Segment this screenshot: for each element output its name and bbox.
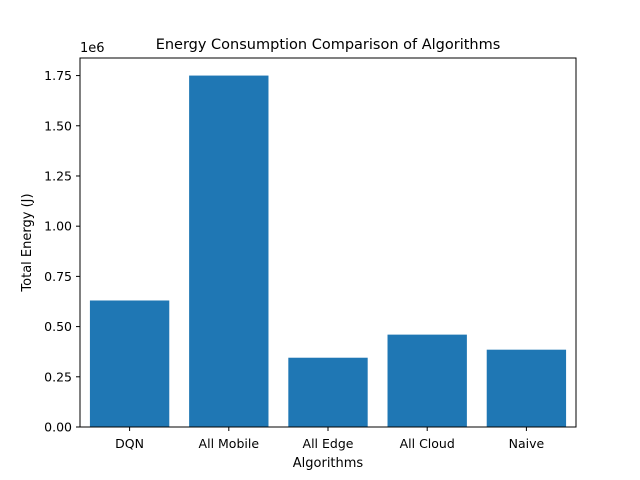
y-tick-label: 0.75 [44, 269, 72, 284]
bar-all-cloud [387, 334, 467, 427]
bar-naive [486, 349, 567, 427]
y-tick-label: 1.75 [44, 68, 72, 83]
y-axis-scale-label: 1e6 [80, 41, 105, 56]
y-tick-label: 1.25 [44, 168, 72, 183]
x-axis-label: Algorithms [293, 456, 364, 471]
bar-all-mobile [189, 75, 269, 428]
x-tick-label: All Mobile [199, 436, 260, 451]
y-axis-label: Total Energy (J) [20, 193, 35, 292]
x-tick-label: All Edge [303, 436, 354, 451]
y-tick-label: 0.00 [44, 420, 72, 435]
y-tick-label: 0.25 [44, 369, 72, 384]
axes-frame [79, 57, 577, 428]
x-axis-ticks: DQN All Mobile All Edge All Cloud Naive [115, 427, 544, 451]
y-axis-ticks: 0.00 0.25 0.50 0.75 1.00 1.25 1.50 1.75 [44, 68, 80, 435]
x-tick-label: All Cloud [400, 436, 455, 451]
bar-all-edge [288, 357, 368, 427]
y-tick-label: 0.50 [44, 319, 72, 334]
y-tick-label: 1.00 [44, 219, 72, 234]
bars-group [89, 75, 567, 428]
bar-dqn [89, 300, 170, 427]
chart-title: Energy Consumption Comparison of Algorit… [156, 37, 501, 53]
x-tick-label: Naive [509, 436, 545, 451]
x-tick-label: DQN [115, 436, 144, 451]
y-tick-label: 1.50 [44, 118, 72, 133]
